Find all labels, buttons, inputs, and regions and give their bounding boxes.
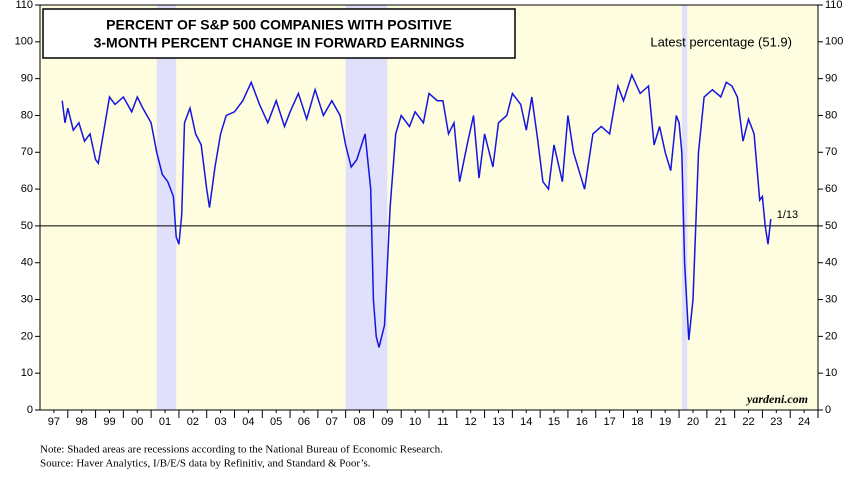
x-tick-label: 05 [270, 416, 282, 428]
brand: yardeni.com [745, 392, 808, 406]
y2-tick-label: 30 [825, 293, 837, 305]
x-tick-label: 08 [353, 416, 365, 428]
chart-title: PERCENT OF S&P 500 COMPANIES WITH POSITI… [106, 17, 452, 33]
y2-tick-label: 70 [825, 146, 837, 158]
y-tick-label: 40 [21, 257, 33, 269]
y-tick-label: 60 [21, 183, 33, 195]
y-tick-label: 110 [15, 0, 33, 11]
y-tick-label: 70 [21, 146, 33, 158]
y2-tick-label: 10 [825, 367, 837, 379]
note: Source: Haver Analytics, I/B/E/S data by… [40, 458, 371, 470]
x-tick-label: 17 [603, 416, 615, 428]
x-tick-label: 23 [770, 416, 782, 428]
x-tick-label: 18 [631, 416, 643, 428]
x-tick-label: 20 [687, 416, 699, 428]
x-tick-label: 15 [548, 416, 560, 428]
x-tick-label: 11 [437, 416, 448, 428]
y2-tick-label: 100 [825, 36, 843, 48]
x-tick-label: 06 [298, 416, 310, 428]
x-tick-label: 09 [381, 416, 393, 428]
x-tick-label: 21 [715, 416, 727, 428]
chart-title: 3-MONTH PERCENT CHANGE IN FORWARD EARNIN… [94, 35, 465, 51]
y2-tick-label: 40 [825, 257, 837, 269]
x-tick-label: 01 [159, 416, 171, 428]
x-tick-label: 04 [242, 416, 254, 428]
y-tick-label: 0 [27, 404, 33, 416]
y2-tick-label: 60 [825, 183, 837, 195]
note: Note: Shaded areas are recessions accord… [40, 444, 443, 456]
y2-tick-label: 90 [825, 73, 837, 85]
latest-label: 1/13 [777, 209, 798, 221]
recession-band [681, 5, 688, 410]
x-tick-label: 07 [326, 416, 338, 428]
x-tick-label: 13 [492, 416, 504, 428]
x-tick-label: 97 [48, 416, 60, 428]
y-tick-label: 80 [21, 109, 33, 121]
y-tick-label: 10 [21, 367, 33, 379]
x-tick-label: 22 [742, 416, 754, 428]
recession-band [156, 5, 177, 410]
x-tick-label: 12 [465, 416, 477, 428]
y2-tick-label: 50 [825, 220, 837, 232]
title-box [42, 8, 516, 59]
x-tick-label: 99 [103, 416, 115, 428]
x-tick-label: 00 [131, 416, 143, 428]
y2-tick-label: 20 [825, 330, 837, 342]
y2-tick-label: 110 [825, 0, 843, 11]
y-tick-label: 90 [21, 73, 33, 85]
y-tick-label: 20 [21, 330, 33, 342]
recession-band [345, 5, 388, 410]
annotation: Latest percentage (51.9) [650, 34, 792, 49]
x-tick-label: 03 [214, 416, 226, 428]
plot-frame [39, 4, 819, 411]
y-tick-label: 100 [15, 36, 33, 48]
y2-tick-label: 0 [825, 404, 831, 416]
x-tick-label: 14 [520, 416, 532, 428]
x-tick-label: 24 [798, 416, 810, 428]
x-tick-label: 02 [187, 416, 199, 428]
y2-tick-label: 80 [825, 109, 837, 121]
x-tick-label: 19 [659, 416, 671, 428]
x-tick-label: 10 [409, 416, 421, 428]
x-tick-label: 98 [76, 416, 88, 428]
x-tick-label: 16 [576, 416, 588, 428]
series-line [61, 72, 772, 348]
y-tick-label: 50 [21, 220, 33, 232]
y-tick-label: 30 [21, 293, 33, 305]
